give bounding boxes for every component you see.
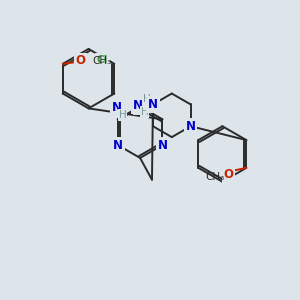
Text: O: O xyxy=(76,54,86,67)
Text: N: N xyxy=(148,98,158,111)
Text: N: N xyxy=(158,139,167,152)
Text: CH₃: CH₃ xyxy=(205,172,224,182)
Text: N: N xyxy=(113,139,123,152)
Text: CH₃: CH₃ xyxy=(93,56,112,66)
Text: H: H xyxy=(118,110,126,120)
Text: H: H xyxy=(142,94,150,104)
Text: N: N xyxy=(135,100,145,113)
Text: N: N xyxy=(112,101,122,114)
Text: N: N xyxy=(186,120,196,133)
Text: N: N xyxy=(133,99,142,112)
Text: H: H xyxy=(141,107,148,117)
Text: Cl: Cl xyxy=(97,55,108,65)
Text: O: O xyxy=(224,168,234,181)
